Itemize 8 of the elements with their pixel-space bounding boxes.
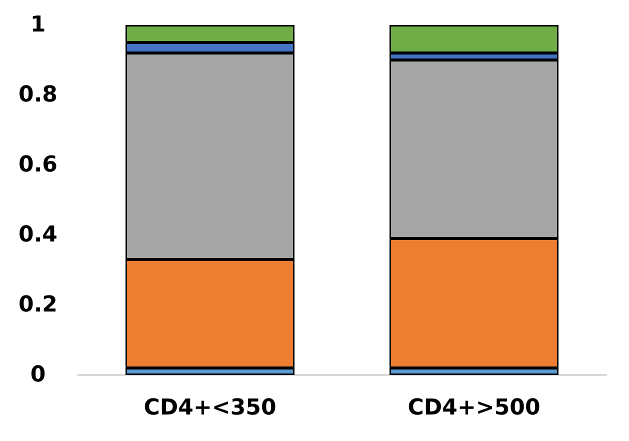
y-tick-label: 0 bbox=[30, 362, 46, 388]
y-tick-label: 1 bbox=[30, 12, 46, 38]
y-tick-label: 0.6 bbox=[18, 152, 58, 178]
y-tick-label: 0.4 bbox=[18, 222, 58, 248]
x-tick-label: CD4+>500 bbox=[408, 396, 540, 420]
y-tick-label: 0.8 bbox=[18, 82, 58, 108]
y-tick-label: 0.2 bbox=[18, 292, 58, 318]
x-tick-label: CD4+<350 bbox=[144, 396, 276, 420]
